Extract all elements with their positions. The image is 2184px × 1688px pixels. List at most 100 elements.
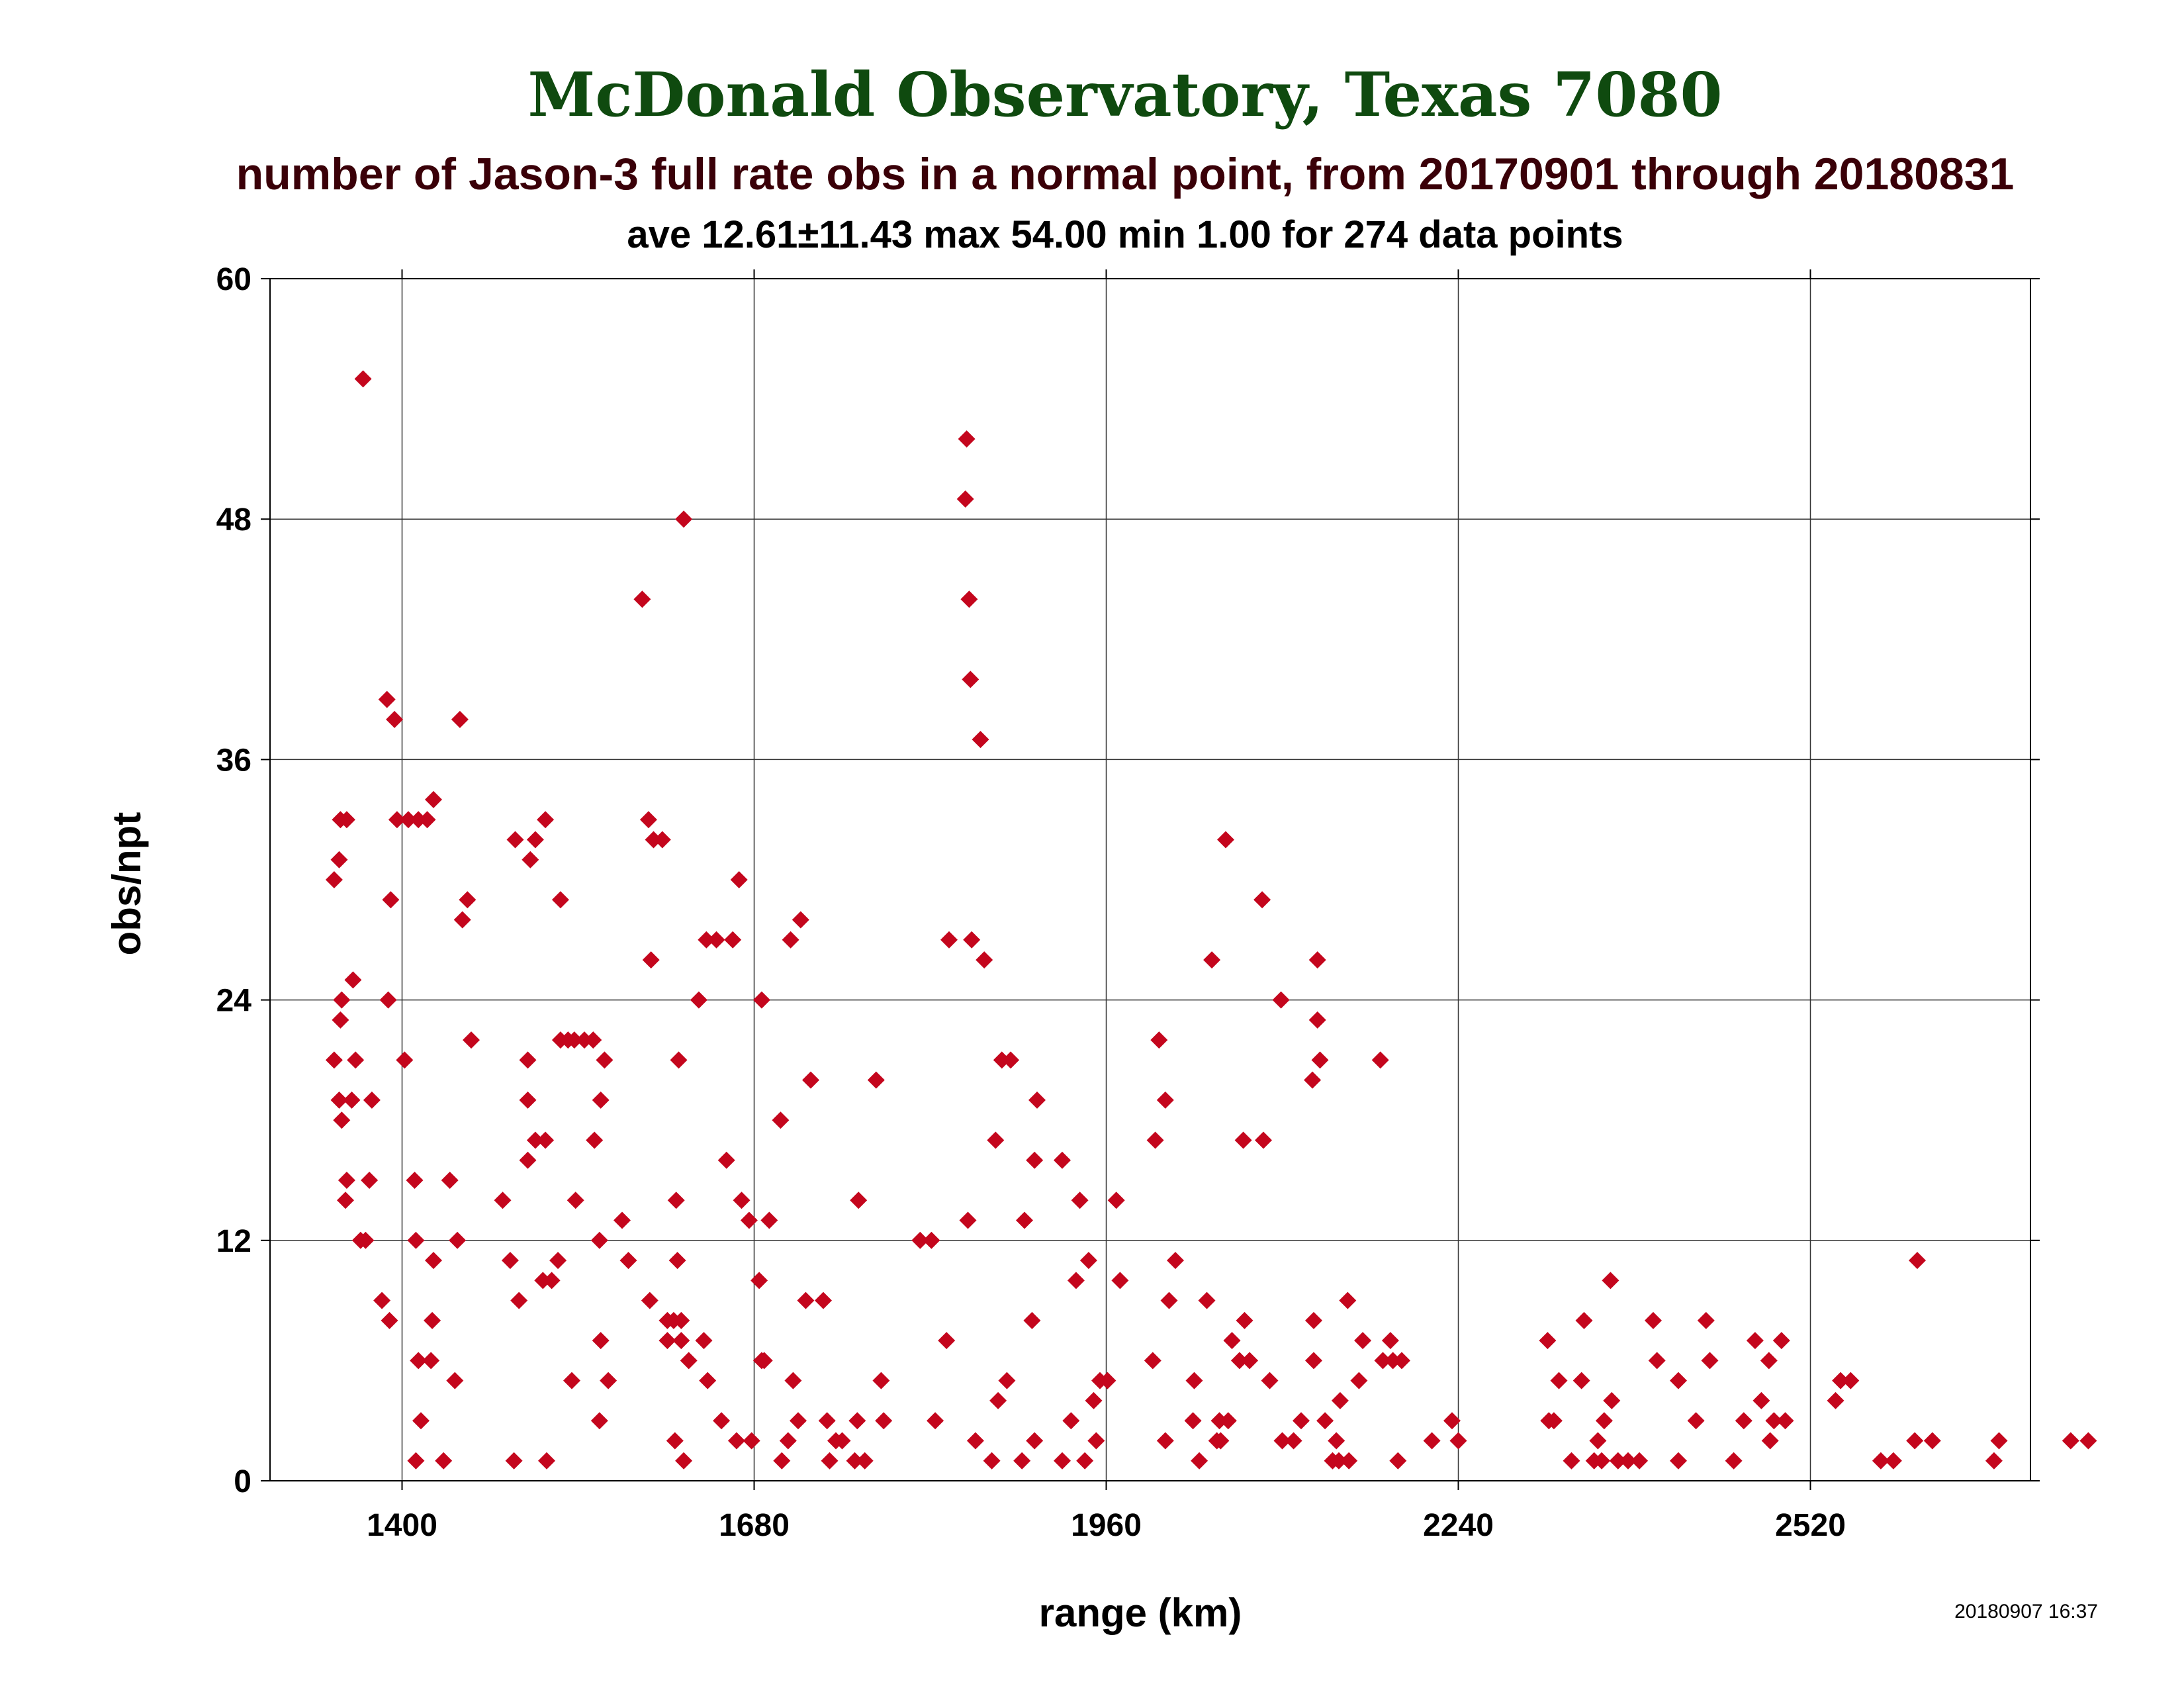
data-point xyxy=(1212,1432,1230,1450)
data-point xyxy=(993,1051,1011,1069)
data-point xyxy=(526,831,544,849)
data-point xyxy=(639,811,657,829)
data-point xyxy=(782,931,799,949)
data-point xyxy=(927,1412,944,1430)
data-point xyxy=(1772,1332,1790,1350)
data-point xyxy=(1160,1291,1178,1309)
data-point xyxy=(325,871,343,888)
data-point xyxy=(537,811,555,829)
data-point xyxy=(1156,1432,1174,1450)
y-axis-label: obs/npt xyxy=(105,812,149,956)
data-point xyxy=(325,1051,343,1069)
data-point xyxy=(519,1051,537,1069)
data-point xyxy=(792,911,809,929)
timestamp: 20180907 16:37 xyxy=(1954,1601,2098,1622)
data-point xyxy=(1054,1452,1071,1470)
data-point xyxy=(633,590,651,608)
data-point xyxy=(960,590,978,608)
data-point xyxy=(410,1352,428,1370)
data-point xyxy=(565,1031,583,1049)
data-point xyxy=(1185,1372,1203,1389)
data-point xyxy=(1752,1391,1770,1409)
data-point xyxy=(680,1352,698,1370)
y-tick-label: 12 xyxy=(216,1224,251,1259)
data-point xyxy=(1311,1051,1329,1069)
data-point xyxy=(592,1091,610,1109)
data-point xyxy=(333,991,351,1009)
data-point xyxy=(641,1291,659,1309)
data-point xyxy=(1384,1352,1402,1370)
data-point xyxy=(337,1192,354,1209)
data-point xyxy=(724,931,742,949)
data-point xyxy=(1725,1452,1743,1470)
data-point xyxy=(1701,1352,1719,1370)
chart-stats: ave 12.61±11.43 max 54.00 min 1.00 for 2… xyxy=(627,213,1623,256)
data-point xyxy=(989,1391,1007,1409)
data-point xyxy=(1602,1272,1619,1289)
data-point xyxy=(675,510,693,528)
data-point xyxy=(522,851,539,868)
x-tick-label: 2240 xyxy=(1423,1508,1494,1543)
data-point xyxy=(972,731,989,749)
data-point xyxy=(330,1091,348,1109)
data-point xyxy=(1026,1432,1044,1450)
data-point xyxy=(1002,1051,1020,1069)
data-point xyxy=(1305,1352,1322,1370)
data-point xyxy=(727,1432,745,1450)
y-tick-label: 60 xyxy=(216,262,251,297)
data-point xyxy=(1234,1131,1252,1149)
data-point xyxy=(1619,1452,1637,1470)
data-point xyxy=(1761,1432,1779,1450)
data-point xyxy=(1340,1452,1358,1470)
data-point xyxy=(940,931,958,949)
data-point xyxy=(584,1031,602,1049)
data-point xyxy=(338,1172,355,1189)
data-point xyxy=(343,1091,361,1109)
data-point xyxy=(1990,1432,2008,1450)
data-point xyxy=(1909,1252,1926,1270)
data-point xyxy=(590,1231,608,1249)
data-point xyxy=(1593,1452,1611,1470)
data-point xyxy=(1449,1432,1467,1450)
data-point xyxy=(1016,1211,1033,1229)
data-point xyxy=(659,1332,676,1350)
data-point xyxy=(378,690,396,708)
data-point xyxy=(373,1291,391,1309)
data-point xyxy=(672,1332,690,1350)
data-point xyxy=(1595,1412,1613,1430)
data-point xyxy=(1023,1311,1041,1329)
data-point xyxy=(998,1372,1016,1389)
data-point xyxy=(400,811,417,829)
data-point xyxy=(1550,1372,1568,1389)
data-point xyxy=(1776,1412,1794,1430)
data-point xyxy=(848,1412,866,1430)
data-point xyxy=(435,1452,453,1470)
data-point xyxy=(1985,1452,2003,1470)
data-point xyxy=(567,1192,584,1209)
data-point xyxy=(1156,1091,1174,1109)
data-point xyxy=(1191,1452,1208,1470)
data-point xyxy=(1026,1151,1044,1169)
data-point xyxy=(425,1252,442,1270)
chart-title: McDonald Observatory, Texas 7080 xyxy=(528,59,1723,130)
data-point xyxy=(388,811,406,829)
data-point xyxy=(330,851,348,868)
data-point xyxy=(1765,1412,1783,1430)
data-point xyxy=(850,1192,868,1209)
data-point xyxy=(2062,1432,2079,1450)
data-point xyxy=(1603,1391,1621,1409)
data-point xyxy=(459,891,477,909)
data-point xyxy=(396,1051,414,1069)
plot-frame xyxy=(269,278,2031,1481)
data-point xyxy=(519,1091,537,1109)
data-point xyxy=(642,951,660,969)
data-point xyxy=(422,1352,440,1370)
data-point xyxy=(1687,1412,1705,1430)
data-points xyxy=(325,370,2097,1470)
data-point xyxy=(1316,1412,1334,1430)
data-point xyxy=(1144,1352,1161,1370)
data-point xyxy=(1697,1311,1715,1329)
data-point xyxy=(344,971,362,989)
data-point xyxy=(1184,1412,1202,1430)
